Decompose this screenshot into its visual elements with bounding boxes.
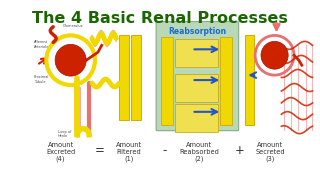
- Text: Reabsorption: Reabsorption: [168, 28, 227, 37]
- Bar: [175, 104, 218, 132]
- Text: =: =: [94, 144, 104, 157]
- Circle shape: [261, 41, 288, 69]
- Text: +: +: [234, 144, 244, 157]
- Bar: [220, 37, 232, 125]
- Text: Amount
Reabsorbed
(2): Amount Reabsorbed (2): [179, 142, 219, 162]
- Bar: [175, 39, 218, 67]
- Text: The 4 Basic Renal Processes: The 4 Basic Renal Processes: [32, 11, 288, 26]
- Text: Glomerulus: Glomerulus: [62, 24, 83, 28]
- Bar: [175, 74, 218, 102]
- Bar: [161, 37, 172, 125]
- Text: Amount
Excreted
(4): Amount Excreted (4): [46, 142, 75, 162]
- Text: Amount
Secreted
(3): Amount Secreted (3): [255, 142, 285, 162]
- Text: Afferent
Arteriole: Afferent Arteriole: [34, 40, 49, 49]
- Bar: [119, 35, 129, 120]
- Bar: [245, 35, 254, 125]
- Circle shape: [55, 44, 86, 76]
- Bar: [131, 35, 140, 120]
- Text: Proximal
Tubule: Proximal Tubule: [34, 75, 49, 84]
- Text: -: -: [163, 144, 167, 157]
- Text: Amount
Filtered
(1): Amount Filtered (1): [116, 142, 142, 162]
- FancyBboxPatch shape: [156, 22, 239, 131]
- Text: Loop of
Henle: Loop of Henle: [58, 130, 71, 138]
